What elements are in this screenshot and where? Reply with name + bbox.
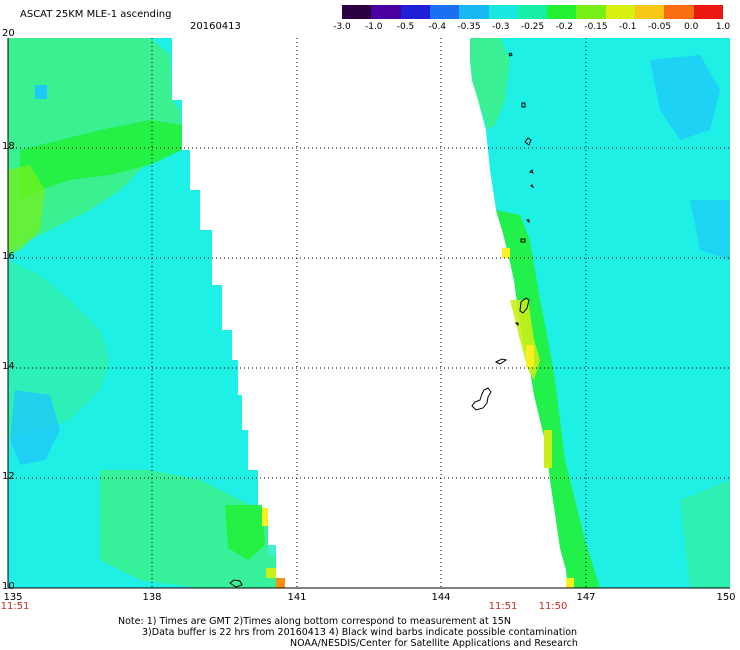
colorbar-segment	[342, 5, 372, 19]
right-blue-upper	[650, 55, 720, 140]
right-blue-right	[690, 200, 730, 260]
colorbar-label: -0.1	[618, 22, 637, 32]
lon-label-150: 150	[716, 592, 736, 603]
right-yellow-pixel-2	[526, 345, 534, 367]
colorbar-segment	[693, 5, 724, 19]
island-rota	[494, 358, 508, 365]
left-green-band	[20, 120, 182, 200]
colorbar-label: 0.0	[684, 22, 699, 32]
lon-label-138: 138	[142, 592, 162, 603]
colorbar-segment	[429, 5, 460, 19]
lon-label-141: 141	[287, 592, 307, 603]
lat-label-10: 10	[2, 581, 15, 592]
right-yellow-pixel-3	[566, 578, 574, 588]
colorbar-label: -0.4	[428, 22, 447, 32]
island-1	[508, 52, 513, 57]
note-line-3: NOAA/NESDIS/Center for Satellite Applica…	[290, 638, 578, 649]
right-green-lower	[680, 480, 730, 588]
colorbar-label: -0.35	[457, 22, 481, 32]
left-green-lower	[100, 470, 276, 588]
left-yellow-pixel	[262, 508, 268, 526]
colorbar-label: -0.25	[520, 22, 545, 32]
colorbar-segment	[459, 5, 490, 19]
colorbar-label: -0.3	[491, 22, 510, 32]
grid-lines	[8, 38, 730, 588]
colorbar-segment	[576, 5, 607, 19]
colorbar-label: -0.15	[584, 22, 608, 32]
colorbar-segment	[371, 5, 402, 19]
island-4	[529, 169, 534, 174]
lat-label-18: 18	[2, 141, 15, 152]
colorbar-label: -3.0	[333, 22, 351, 32]
colorbar-segment	[517, 5, 548, 19]
lon-label-144: 144	[431, 592, 451, 603]
left-yg-pixel	[266, 568, 276, 578]
island-outlines	[229, 52, 535, 588]
left-green-core	[225, 505, 265, 560]
island-6	[525, 219, 530, 224]
left-edge-pixel	[268, 545, 276, 555]
lat-label-20: 20	[2, 28, 15, 39]
colorbar-segment	[547, 5, 577, 19]
left-swath	[8, 38, 285, 588]
right-green-top	[470, 38, 510, 130]
colorbar-segment	[635, 5, 665, 19]
left-blue-patch	[10, 390, 60, 465]
colorbar-label: 1.0	[715, 22, 731, 32]
lat-label-14: 14	[2, 361, 15, 372]
left-orange-pixel	[276, 578, 285, 588]
island-7	[520, 238, 526, 243]
colorbar-segment	[400, 5, 431, 19]
product-title: ASCAT 25KM MLE-1 ascending	[20, 9, 172, 20]
island-guam	[471, 387, 492, 411]
left-blue-spot	[35, 85, 47, 99]
colorbar	[342, 5, 724, 19]
colorbar-segment	[488, 5, 519, 19]
colorbar-label: -0.5	[396, 22, 415, 32]
right-swath	[470, 38, 730, 588]
island-tinian	[514, 322, 519, 327]
axis-frame	[7, 38, 730, 589]
island-left-bottom	[229, 579, 243, 588]
left-yellowgreen-patch	[8, 165, 45, 255]
colorbar-label: -0.2	[555, 22, 574, 32]
colorbar-label: -1.0	[364, 22, 383, 32]
colorbar-segment	[605, 5, 636, 19]
island-3	[524, 137, 532, 146]
island-2	[521, 102, 526, 108]
right-yellowgreen-pixel	[544, 430, 552, 468]
note-line-2: 3)Data buffer is 22 hrs from 20160413 4)…	[142, 627, 578, 638]
island-saipan	[519, 297, 530, 314]
colorbar-segment	[664, 5, 695, 19]
time-left: 11:51	[0, 601, 30, 612]
time-mid: 11:51	[488, 601, 518, 612]
lat-label-16: 16	[2, 251, 15, 262]
time-right: 11:50	[538, 601, 568, 612]
lon-label-147: 147	[576, 592, 596, 603]
lat-label-12: 12	[2, 471, 15, 482]
colorbar-label: -0.05	[647, 22, 672, 32]
lon-label-135: 135	[3, 592, 23, 603]
product-date: 20160413	[190, 21, 241, 32]
island-5	[530, 184, 535, 189]
note-line-1: Note: 1) Times are GMT 2)Times along bot…	[118, 616, 511, 627]
right-swath-base	[470, 38, 730, 588]
right-yellow-pixel-1	[502, 248, 510, 258]
